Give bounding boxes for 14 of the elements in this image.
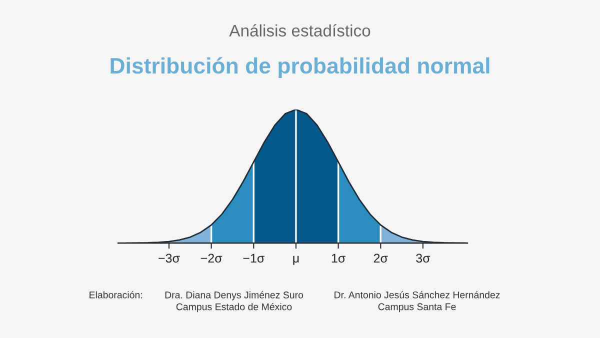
text: Elaboración:	[90, 291, 142, 298]
x-tick-label: μ	[293, 256, 299, 265]
x-tick-label: −2σ	[200, 254, 222, 263]
x-tick-label: −3σ	[158, 254, 180, 263]
x-tick-label: −1σ	[243, 254, 264, 263]
x-tick-label: 3σ	[416, 254, 430, 263]
text: Campus Estado de México	[176, 302, 292, 312]
text: Dr. Antonio Jesús Sánchez Hernández	[334, 291, 500, 298]
chart-title: Distribución de probabilidad normal	[110, 57, 490, 78]
x-tick-label: 1σ	[332, 254, 346, 263]
chart-subtitle: Análisis estadístico	[229, 24, 370, 37]
text: Dra. Diana Denys Jiménez Suro	[165, 291, 304, 300]
text: Campus Santa Fe	[378, 303, 456, 312]
x-tick-label: 2σ	[374, 254, 388, 263]
